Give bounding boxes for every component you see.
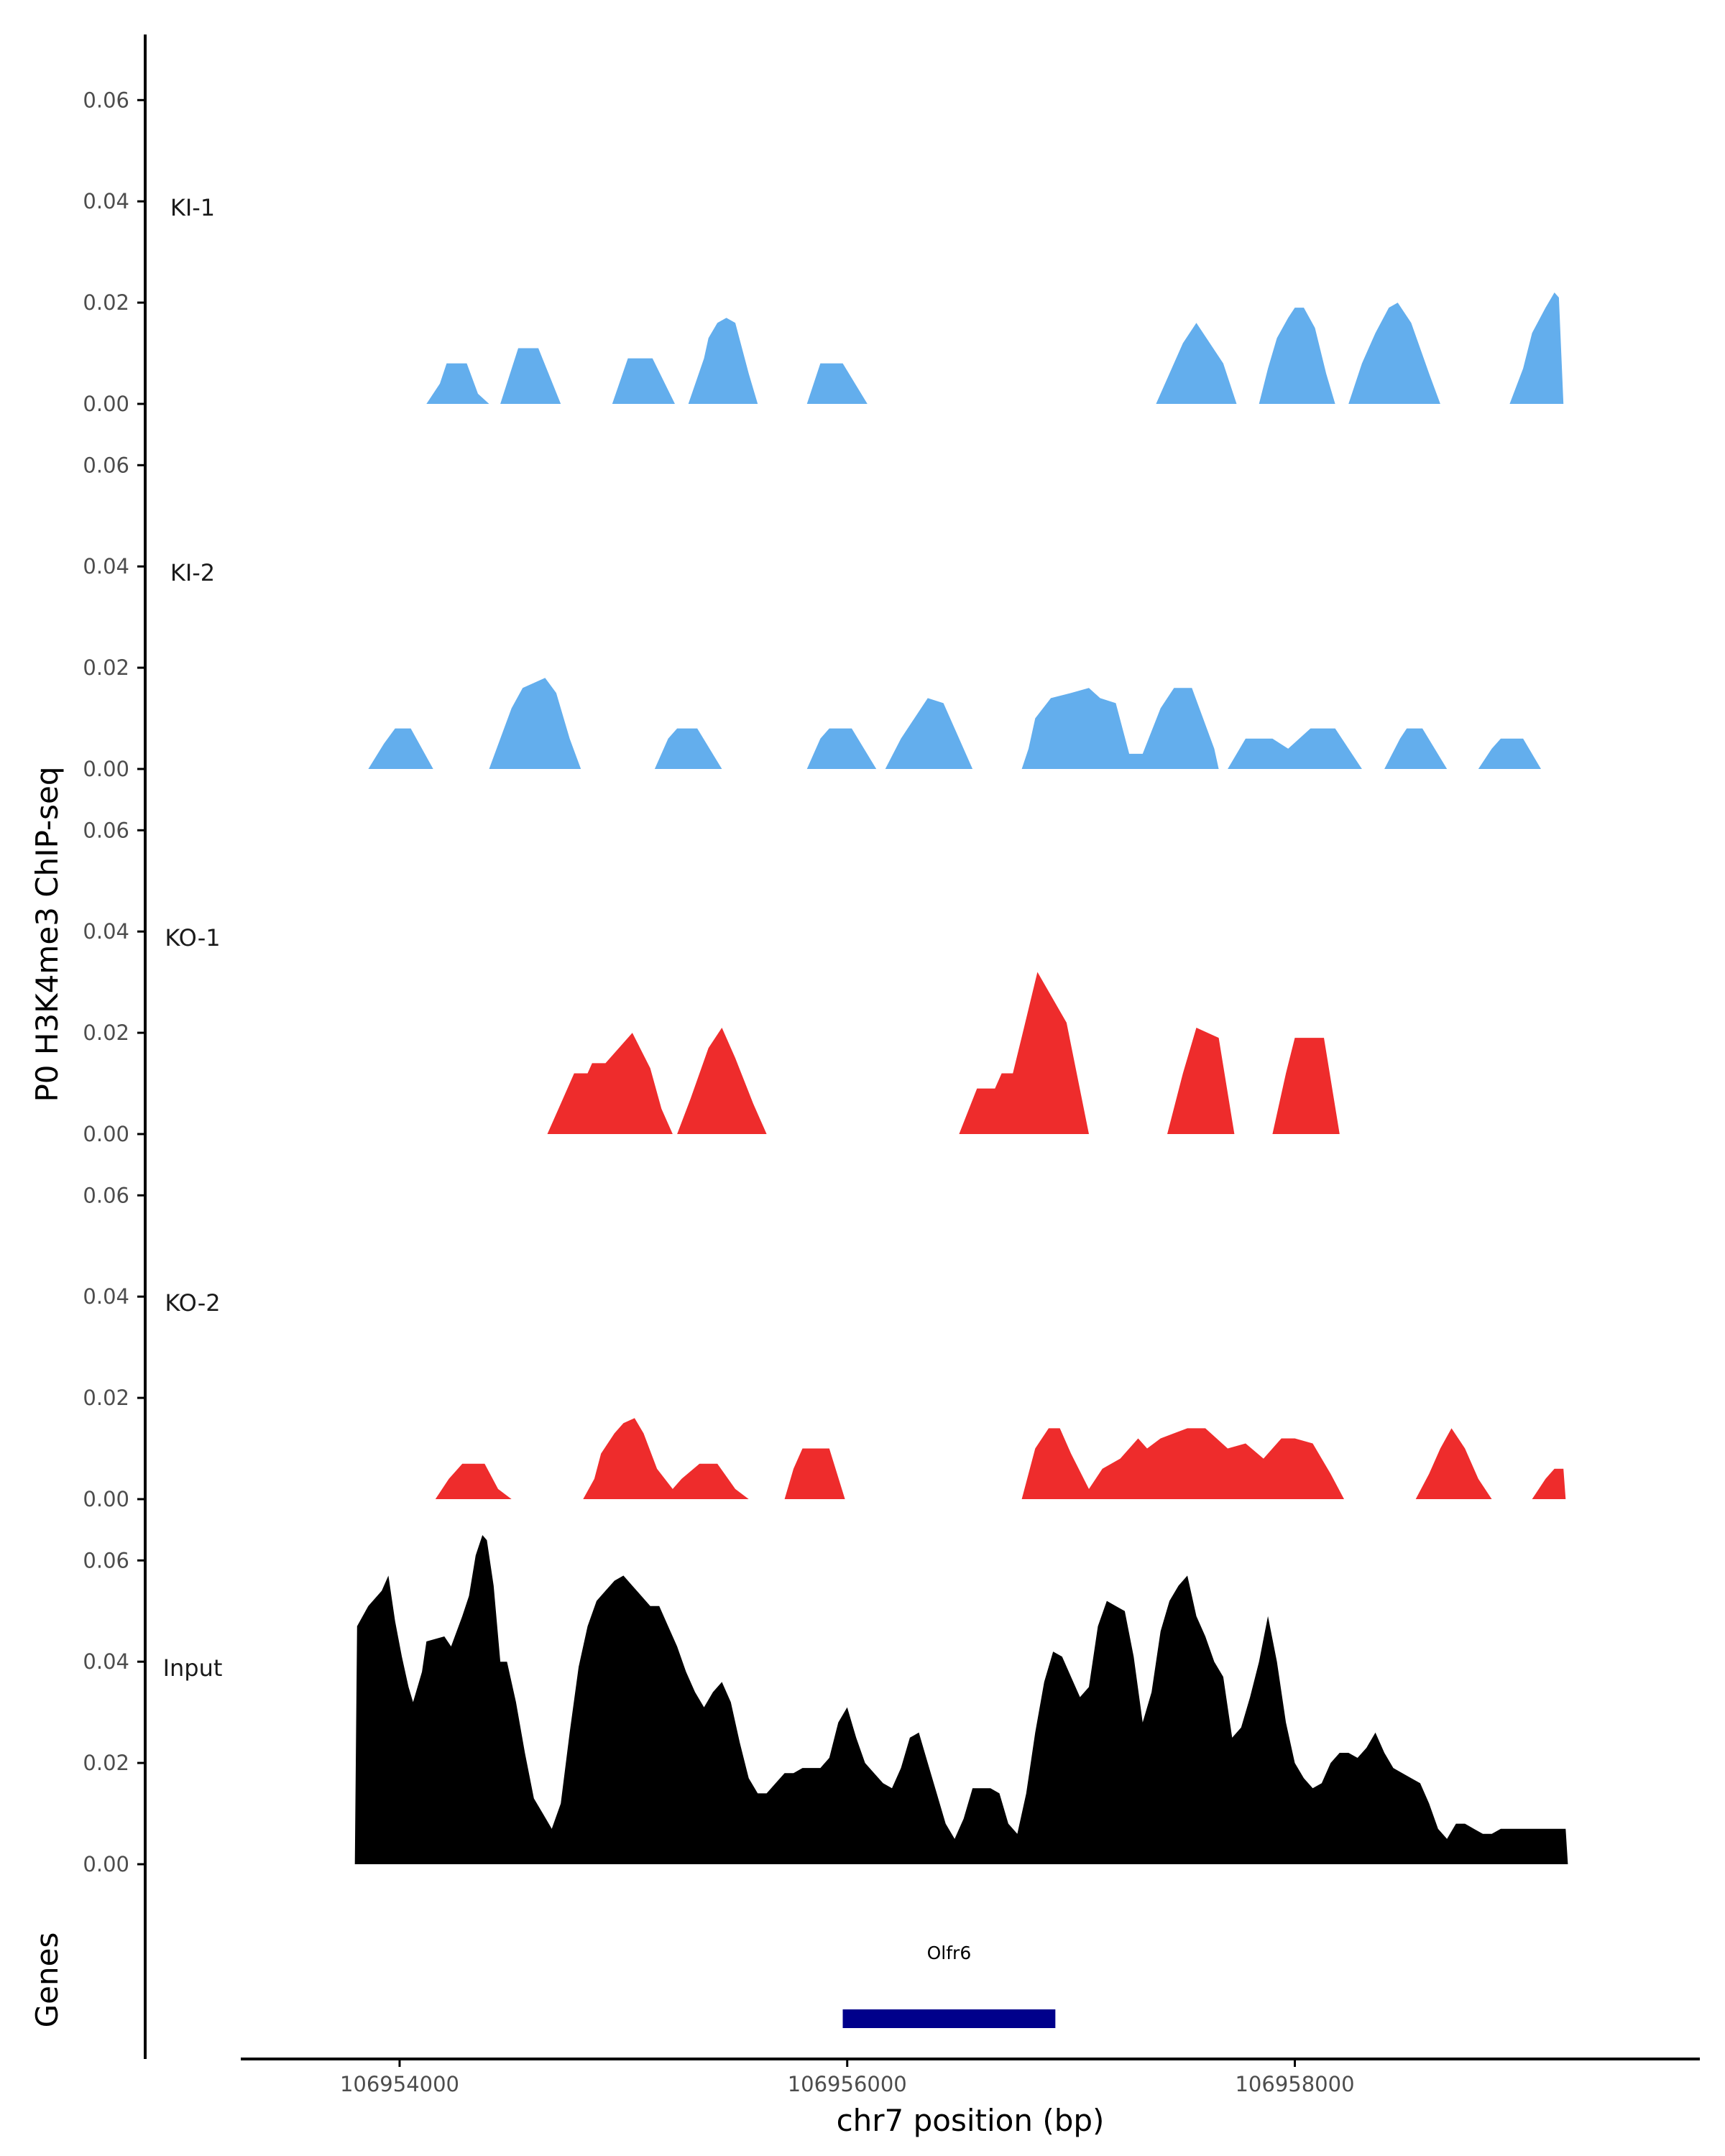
y-tick-label: 0.02 [83,290,129,315]
x-axis-title: chr7 position (bp) [837,2103,1105,2138]
track-ki-1: 0.00 0.02 0.04 0.06 KI-1 [83,34,1564,420]
track-input: 0.00 0.02 0.04 0.06 Input [83,1495,1568,1880]
track-ko-2: 0.00 0.02 0.04 0.06 KO-2 [83,1130,1566,1515]
y-tick-label: 0.00 [83,392,129,416]
track-label: KO-1 [165,924,220,952]
x-tick-label: 106956000 [788,2072,907,2096]
y-tick-label: 0.04 [83,189,129,213]
y-tick-label: 0.06 [83,88,129,112]
x-axis: 106954000 106956000 106958000 [241,2058,1700,2096]
track-label: KI-2 [170,559,215,586]
genes-layer: Olfr6 [144,1879,1056,2059]
gene-label: Olfr6 [927,1943,972,1963]
genes-axis-title: Genes [29,1932,65,2028]
x-tick-label: 106954000 [340,2072,459,2096]
tracks-layer: 0.00 0.02 0.04 0.06 KI-1 0.00 0.02 0.04 0.06 KI-2… [83,34,1568,1880]
track-label: Input [163,1654,223,1682]
gene-bar [842,2009,1056,2028]
signal-area [354,1535,1568,1864]
y-tick-label: 0.06 [83,1183,129,1207]
y-tick-label: 0.04 [83,554,129,579]
y-tick-label: 0.04 [83,1649,129,1674]
y-tick-label: 0.02 [83,655,129,680]
y-tick-label: 0.06 [83,453,129,477]
y-tick-label: 0.02 [83,1751,129,1775]
x-tick-label: 106958000 [1235,2072,1354,2096]
y-tick-label: 0.06 [83,1548,129,1572]
y-tick-label: 0.04 [83,1284,129,1309]
track-ki-2: 0.00 0.02 0.04 0.06 KI-2 [83,400,1541,785]
signal-area [435,1418,1566,1499]
signal-area [426,292,1564,404]
signal-area [368,678,1541,769]
y-axis-title: P0 H3K4me3 ChIP-seq [29,766,65,1102]
y-tick-label: 0.04 [83,919,129,944]
y-tick-label: 0.06 [83,818,129,842]
signal-area [547,972,1340,1134]
y-tick-label: 0.02 [83,1386,129,1410]
y-tick-label: 0.00 [83,757,129,781]
y-tick-label: 0.00 [83,1122,129,1146]
y-tick-label: 0.02 [83,1021,129,1045]
track-label: KI-1 [170,194,215,221]
track-ko-1: 0.00 0.02 0.04 0.06 KO-1 [83,765,1340,1150]
track-label: KO-2 [165,1289,220,1317]
y-tick-label: 0.00 [83,1852,129,1876]
y-tick-label: 0.00 [83,1487,129,1511]
